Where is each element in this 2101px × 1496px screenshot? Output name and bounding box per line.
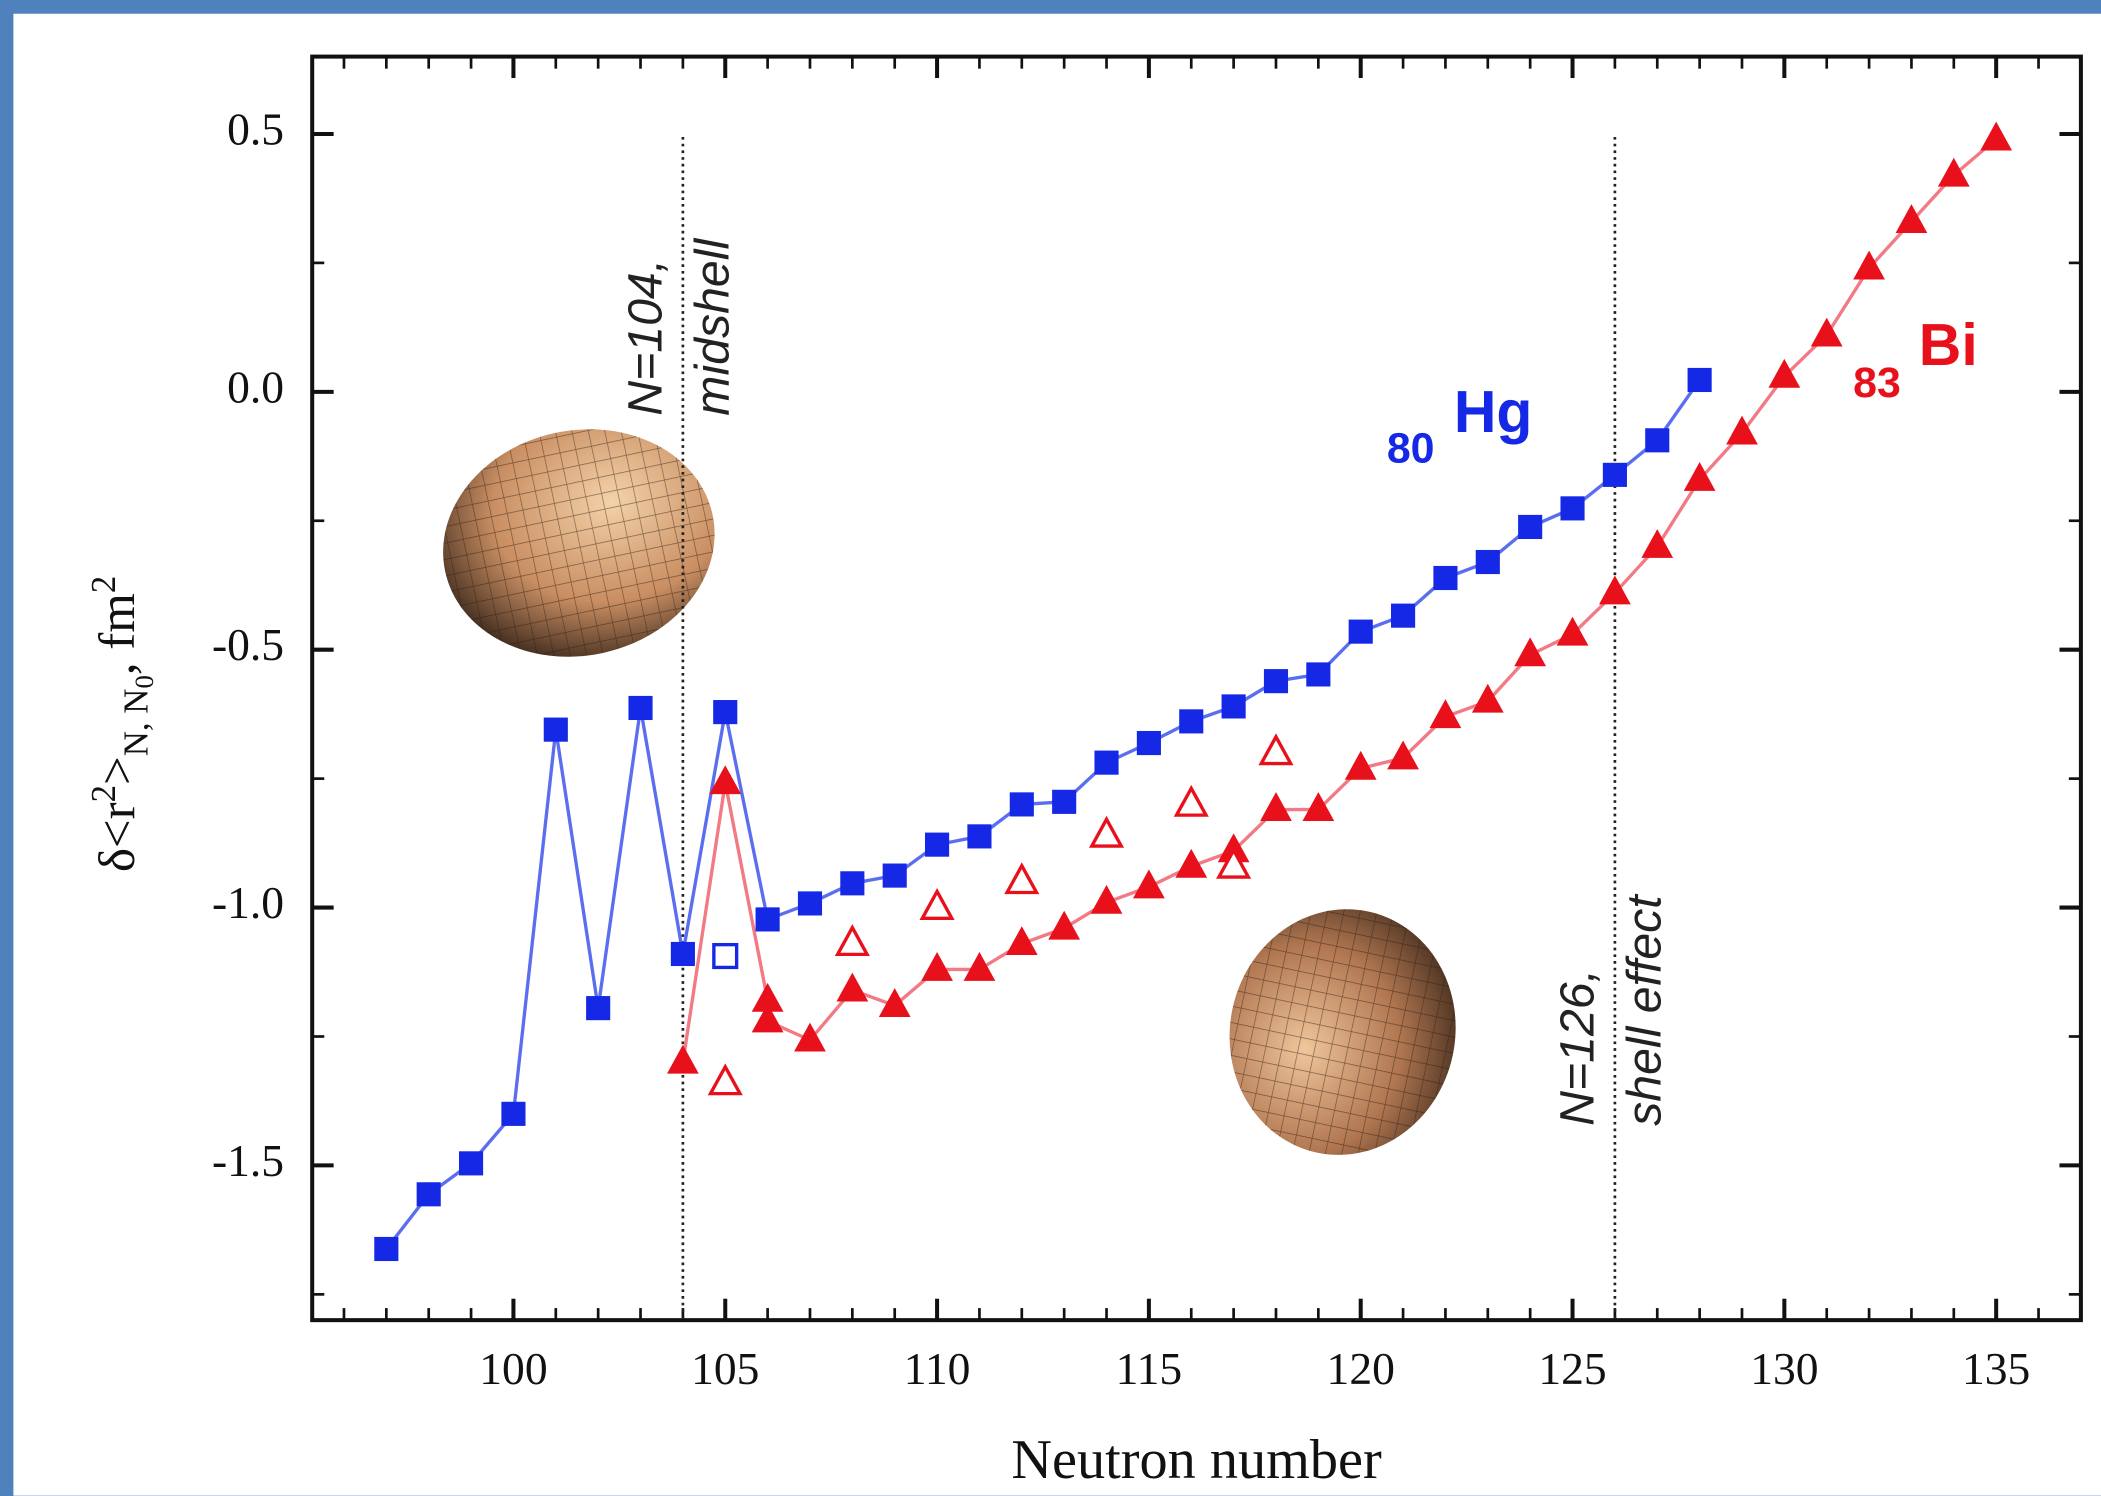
series-label: Bi xyxy=(1919,313,1978,378)
data-point xyxy=(1476,551,1499,574)
data-point xyxy=(926,833,949,856)
data-point xyxy=(1392,604,1415,627)
annotation: shell effect xyxy=(1617,893,1671,1126)
data-point xyxy=(968,825,991,848)
annotation: N=126, xyxy=(1550,969,1604,1126)
panel xyxy=(13,14,2101,1496)
data-point xyxy=(714,701,737,724)
x-tick-label: 120 xyxy=(1327,1343,1395,1394)
y-tick-label: -0.5 xyxy=(212,619,284,670)
y-tick-label: 0.0 xyxy=(227,361,284,412)
series-label-sub: 80 xyxy=(1387,425,1435,473)
data-point xyxy=(375,1238,398,1261)
data-point xyxy=(502,1102,525,1125)
x-tick-label: 135 xyxy=(1962,1343,2030,1394)
data-point xyxy=(841,872,864,895)
x-tick-label: 125 xyxy=(1538,1343,1606,1394)
data-point xyxy=(1646,429,1669,452)
data-point xyxy=(756,908,779,931)
data-point xyxy=(883,864,906,887)
x-tick-label: 115 xyxy=(1116,1343,1183,1394)
data-point xyxy=(1307,663,1330,686)
y-tick-label: 0.5 xyxy=(227,103,284,154)
data-point xyxy=(1010,793,1033,816)
y-label-part: δ<r xyxy=(90,802,146,872)
annotation: midshell xyxy=(685,238,739,416)
data-point xyxy=(1561,497,1584,520)
data-point xyxy=(417,1183,440,1206)
data-point xyxy=(460,1152,483,1175)
data-point xyxy=(1688,369,1711,392)
data-point xyxy=(1053,790,1076,813)
data-point xyxy=(587,997,610,1020)
series-label-sub: 83 xyxy=(1853,359,1901,407)
y-label-part: 2 xyxy=(84,785,123,802)
y-label-part: 2 xyxy=(84,576,123,593)
y-label-part: 0 xyxy=(129,675,159,688)
data-point xyxy=(1349,620,1372,643)
series-label: Hg xyxy=(1454,380,1533,445)
data-point xyxy=(1604,463,1627,486)
data-point xyxy=(544,718,567,741)
data-point xyxy=(1434,567,1457,590)
data-point xyxy=(629,697,652,720)
data-point xyxy=(714,945,737,968)
y-tick-label: -1.0 xyxy=(212,877,284,928)
data-point xyxy=(1095,751,1118,774)
page: {"chart_data": { "type": "scatter", "xla… xyxy=(0,0,2101,1496)
data-point xyxy=(799,892,822,915)
x-tick-label: 100 xyxy=(479,1343,547,1394)
x-tick-label: 130 xyxy=(1750,1343,1818,1394)
y-label-part: > xyxy=(90,756,146,785)
data-point xyxy=(1180,710,1203,733)
data-point xyxy=(1265,670,1288,693)
x-axis-label: Neutron number xyxy=(1011,1429,1382,1491)
data-point xyxy=(1222,695,1245,718)
data-point xyxy=(1138,732,1161,755)
x-tick-label: 110 xyxy=(904,1343,971,1394)
data-point xyxy=(1519,516,1542,539)
annotation: N=104, xyxy=(618,259,672,416)
y-label-part: N, N xyxy=(116,689,155,757)
data-point xyxy=(671,943,694,966)
y-tick-label: -1.5 xyxy=(212,1135,284,1186)
y-label-part: , fm xyxy=(90,593,146,675)
chart: Neutron number δ<r2>N, N0, fm2 100105110… xyxy=(0,0,2101,1496)
x-tick-label: 105 xyxy=(691,1343,759,1394)
